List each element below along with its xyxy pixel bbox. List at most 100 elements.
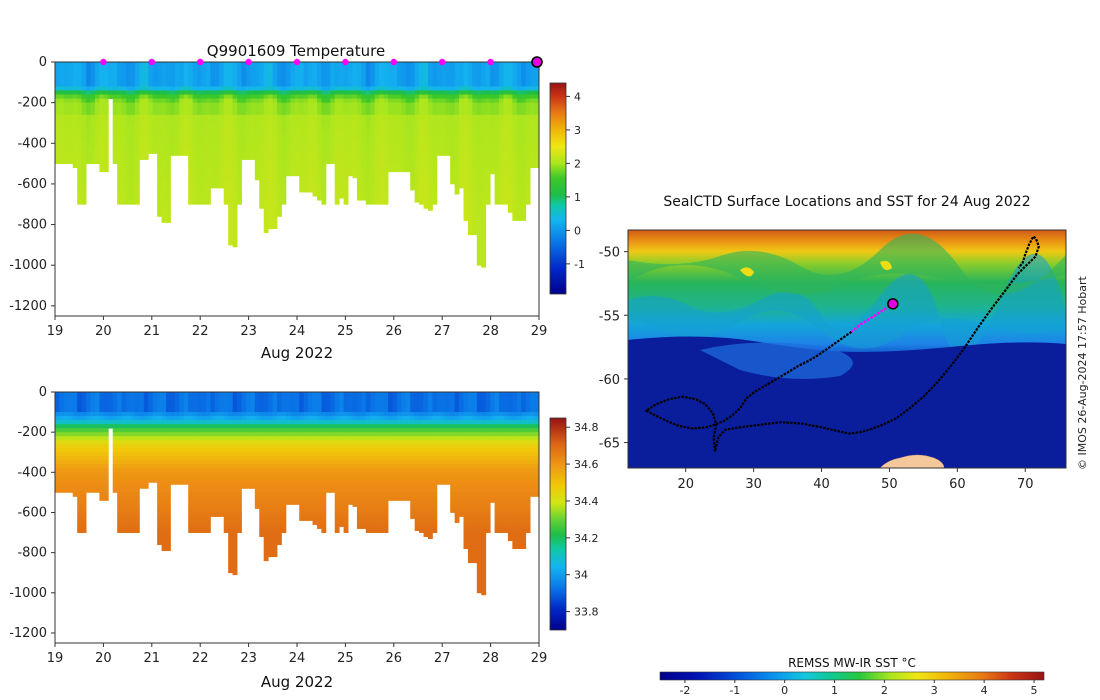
section-cell: [183, 416, 189, 421]
section-cell: [454, 139, 460, 144]
section-cell: [205, 155, 211, 160]
section-cell: [232, 228, 238, 234]
section-cell: [201, 516, 207, 521]
section-cell: [427, 179, 433, 185]
section-cell: [170, 472, 176, 477]
section-cell: [410, 175, 416, 181]
section-cell: [68, 404, 74, 409]
section-cell: [77, 460, 83, 465]
section-cell: [365, 159, 371, 164]
section-cell: [77, 500, 83, 505]
section-cell: [321, 74, 327, 79]
section-cell: [321, 155, 327, 160]
section-cell: [197, 420, 202, 425]
section-cell: [152, 412, 158, 417]
section-cell: [445, 139, 451, 144]
section-cell: [77, 82, 83, 87]
section-cell: [148, 416, 154, 421]
section-cell: [379, 118, 384, 124]
section-cell: [121, 127, 127, 132]
section-cell: [161, 114, 167, 120]
section-cell: [254, 163, 260, 169]
section-cell: [117, 436, 123, 441]
section-cell: [348, 70, 353, 75]
section-cell: [81, 139, 87, 144]
section-cell: [365, 98, 371, 104]
section-cell: [325, 110, 331, 116]
section-cell: [370, 62, 376, 67]
section-cell: [316, 187, 322, 193]
section-cell: [86, 436, 91, 441]
section-cell: [525, 82, 531, 87]
section-cell: [179, 400, 185, 405]
section-cell: [90, 86, 96, 91]
section-cell: [63, 155, 69, 160]
section-cell: [263, 444, 269, 449]
section-cell: [183, 452, 189, 457]
section-cell: [117, 520, 123, 525]
section-cell: [459, 114, 464, 120]
section-cell: [143, 78, 149, 83]
section-cell: [263, 192, 269, 197]
section-cell: [423, 143, 429, 148]
section-cell: [427, 200, 433, 205]
section-cell: [303, 98, 309, 104]
section-cell: [201, 456, 207, 461]
section-cell: [188, 440, 194, 445]
section-cell: [183, 440, 189, 445]
section-cell: [388, 102, 393, 108]
section-cell: [228, 212, 234, 217]
section-cell: [166, 444, 171, 449]
section-cell: [81, 66, 87, 71]
section-cell: [308, 110, 313, 116]
section-cell: [263, 452, 269, 457]
section-cell: [467, 122, 473, 128]
x-tick-label: 29: [531, 324, 548, 339]
section-cell: [263, 492, 269, 497]
section-cell: [419, 171, 424, 177]
section-cell: [214, 428, 220, 433]
section-cell: [432, 86, 438, 91]
section-cell: [459, 139, 464, 144]
section-cell: [210, 408, 216, 413]
section-cell: [245, 114, 251, 120]
section-cell: [72, 452, 78, 457]
section-cell: [503, 183, 509, 189]
section-cell: [432, 70, 438, 75]
section-cell: [68, 400, 74, 405]
section-cell: [414, 102, 420, 108]
section-cell: [436, 118, 442, 124]
section-cell: [201, 179, 207, 185]
section-cell: [166, 540, 171, 546]
section-cell: [254, 500, 260, 505]
section-cell: [521, 74, 527, 79]
section-cell: [99, 159, 105, 164]
section-cell: [521, 187, 527, 193]
section-cell: [277, 82, 282, 87]
section-cell: [370, 102, 376, 108]
section-cell: [312, 151, 318, 156]
section-cell: [494, 183, 500, 189]
section-cell: [99, 428, 105, 433]
section-cell: [55, 448, 60, 453]
section-cell: [205, 82, 211, 87]
section-cell: [139, 460, 145, 465]
section-cell: [312, 122, 318, 128]
section-cell: [117, 480, 123, 485]
section-cell: [134, 98, 140, 104]
section-cell: [352, 86, 358, 91]
section-cell: [179, 464, 185, 469]
section-cell: [330, 106, 336, 112]
section-cell: [507, 151, 513, 156]
section-cell: [232, 404, 238, 409]
section-cell: [103, 90, 109, 95]
section-cell: [205, 420, 211, 425]
section-cell: [205, 78, 211, 83]
section-cell: [241, 70, 247, 75]
section-cell: [419, 183, 424, 189]
section-cell: [63, 122, 69, 128]
section-cell: [334, 127, 340, 132]
section-cell: [383, 94, 389, 99]
section-cell: [134, 468, 140, 473]
section-cell: [72, 488, 78, 493]
